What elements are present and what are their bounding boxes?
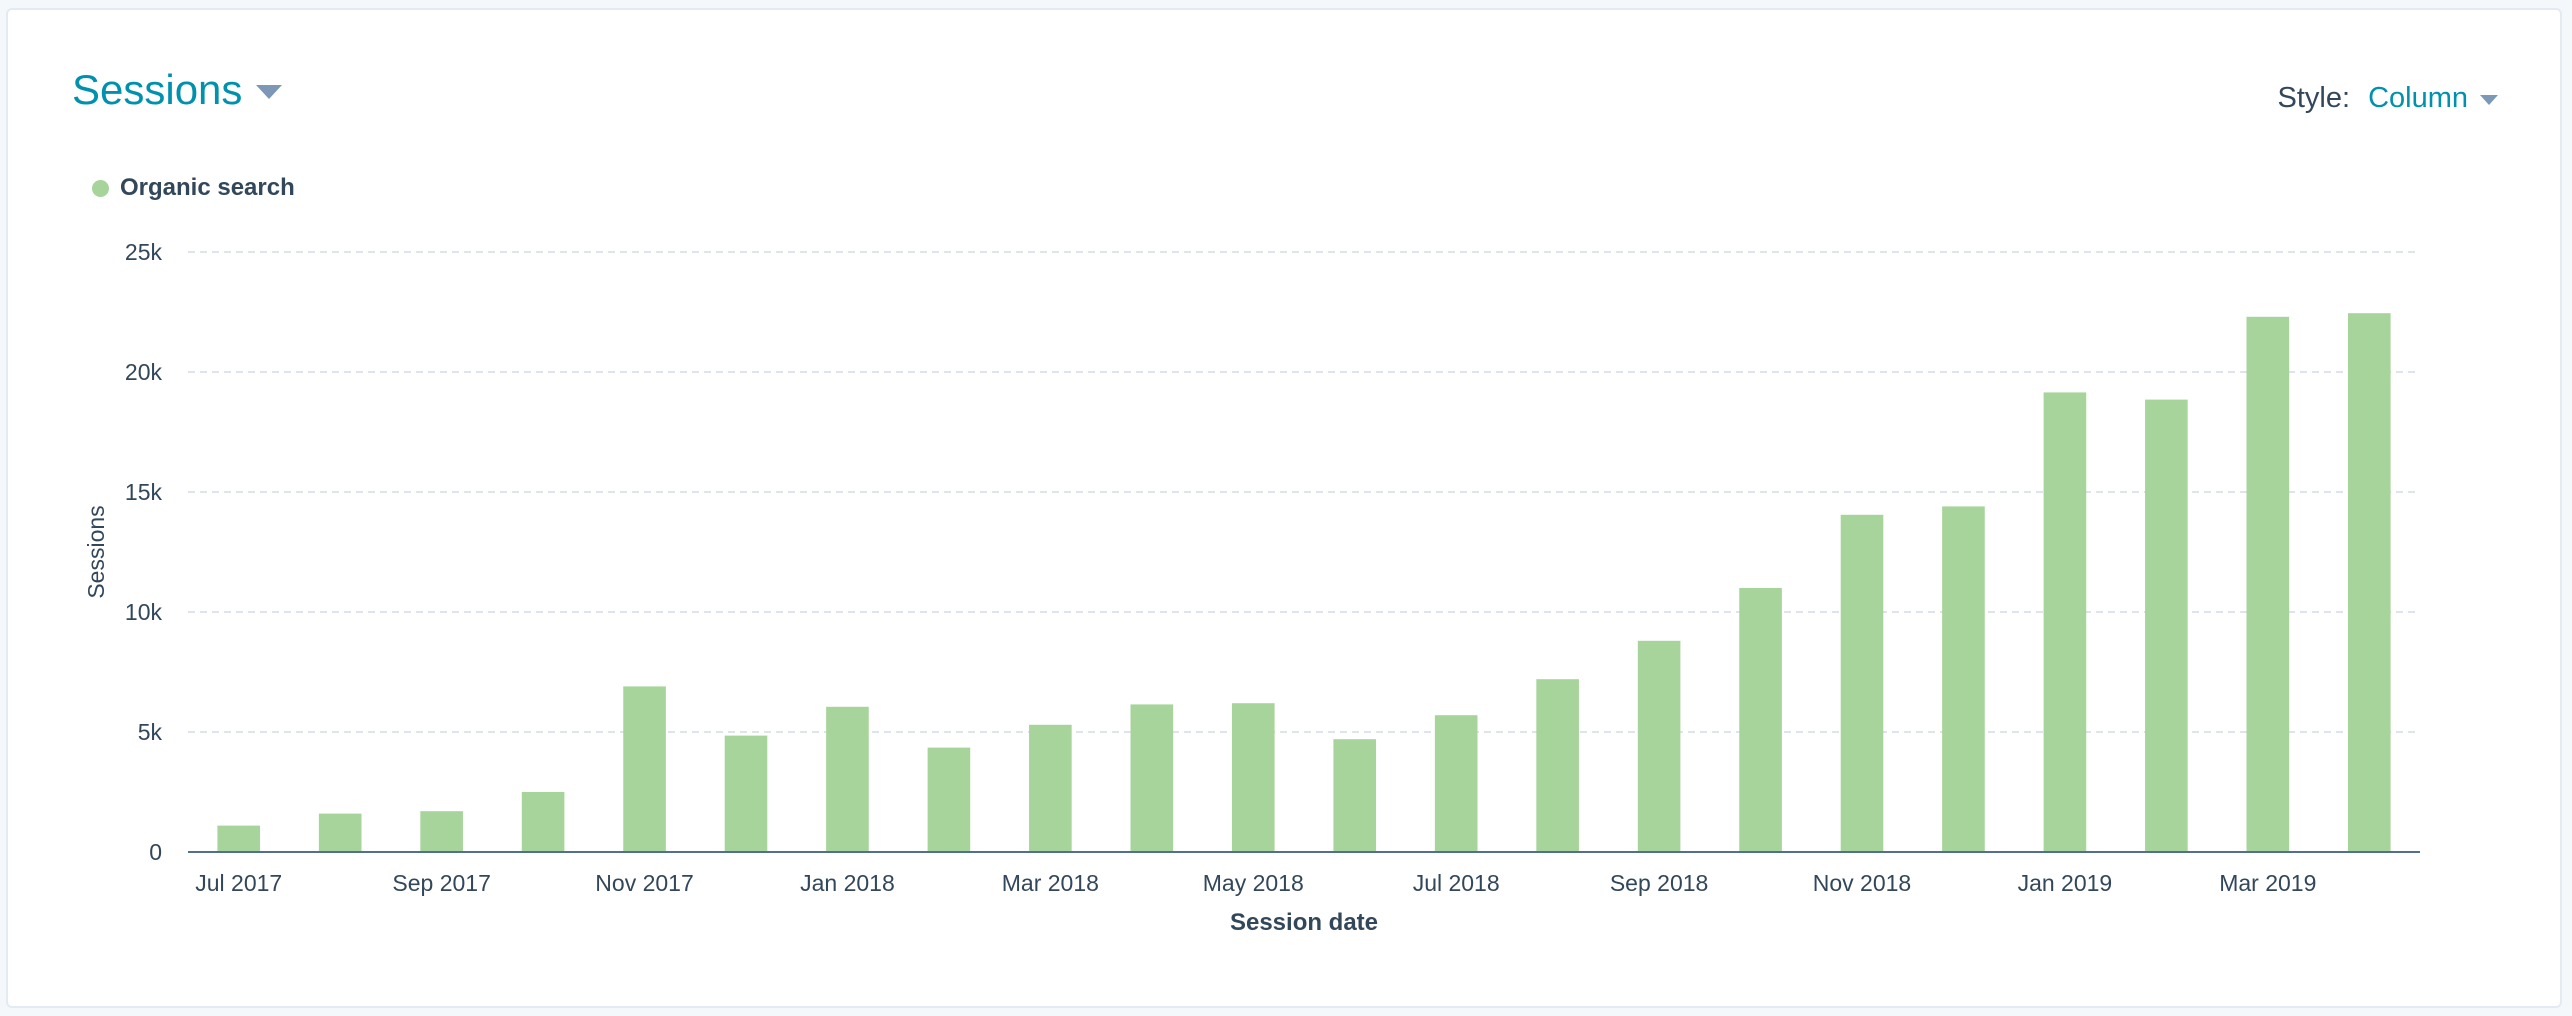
y-tick-label: 15k xyxy=(125,479,163,505)
y-tick-label: 10k xyxy=(125,599,163,625)
bar[interactable] xyxy=(1231,703,1275,852)
x-tick-label: Mar 2018 xyxy=(1002,870,1099,896)
bar[interactable] xyxy=(1536,679,1579,852)
bar[interactable] xyxy=(2347,313,2391,852)
legend-label: Organic search xyxy=(120,174,295,201)
y-tick-label: 0 xyxy=(149,839,162,865)
legend-dot-icon xyxy=(92,179,109,197)
chart-style-dropdown[interactable]: Column xyxy=(2368,82,2498,115)
x-tick-label: Sep 2018 xyxy=(1610,870,1708,896)
bar[interactable] xyxy=(2145,399,2188,852)
bar[interactable] xyxy=(623,686,666,852)
x-tick-label: May 2018 xyxy=(1203,870,1304,896)
caret-down-icon xyxy=(2480,94,2498,105)
x-tick-label: Mar 2019 xyxy=(2219,870,2316,896)
x-tick-label: Jan 2019 xyxy=(2018,870,2113,896)
chart-style-value: Column xyxy=(2368,82,2468,114)
x-tick-label: Jul 2018 xyxy=(1413,870,1500,896)
bar[interactable] xyxy=(217,825,261,852)
bar[interactable] xyxy=(2043,392,2087,852)
bar[interactable] xyxy=(724,735,768,852)
x-tick-label: Nov 2017 xyxy=(595,870,693,896)
bar[interactable] xyxy=(1130,704,1174,852)
x-tick-label: Nov 2018 xyxy=(1813,870,1911,896)
bar[interactable] xyxy=(1942,506,1985,852)
bar[interactable] xyxy=(2246,316,2290,852)
bar[interactable] xyxy=(927,747,971,852)
bar[interactable] xyxy=(1029,724,1072,852)
bar[interactable] xyxy=(521,792,565,852)
style-label: Style: xyxy=(2277,82,2351,114)
x-tick-label: Jan 2018 xyxy=(800,870,895,896)
y-tick-label: 5k xyxy=(138,719,163,745)
x-axis-title: Session date xyxy=(1230,909,1378,936)
bar[interactable] xyxy=(318,813,362,852)
bar[interactable] xyxy=(826,706,869,852)
y-tick-label: 20k xyxy=(125,359,163,385)
y-axis-title: Sessions xyxy=(83,505,109,598)
legend-item-organic-search[interactable]: Organic search xyxy=(92,174,295,202)
bar[interactable] xyxy=(1333,739,1377,852)
bar[interactable] xyxy=(1840,514,1884,852)
bar[interactable] xyxy=(1434,715,1478,852)
report-title-dropdown[interactable]: Sessions xyxy=(72,66,283,114)
x-tick-label: Jul 2017 xyxy=(195,870,282,896)
y-tick-label: 25k xyxy=(125,239,163,265)
x-tick-label: Sep 2017 xyxy=(392,870,490,896)
bar[interactable] xyxy=(420,811,463,852)
chart-style-control: Style: Column xyxy=(2278,82,2498,115)
caret-down-icon xyxy=(256,85,283,99)
bar[interactable] xyxy=(1637,640,1681,852)
report-title: Sessions xyxy=(72,66,243,113)
bar[interactable] xyxy=(1739,588,1782,852)
